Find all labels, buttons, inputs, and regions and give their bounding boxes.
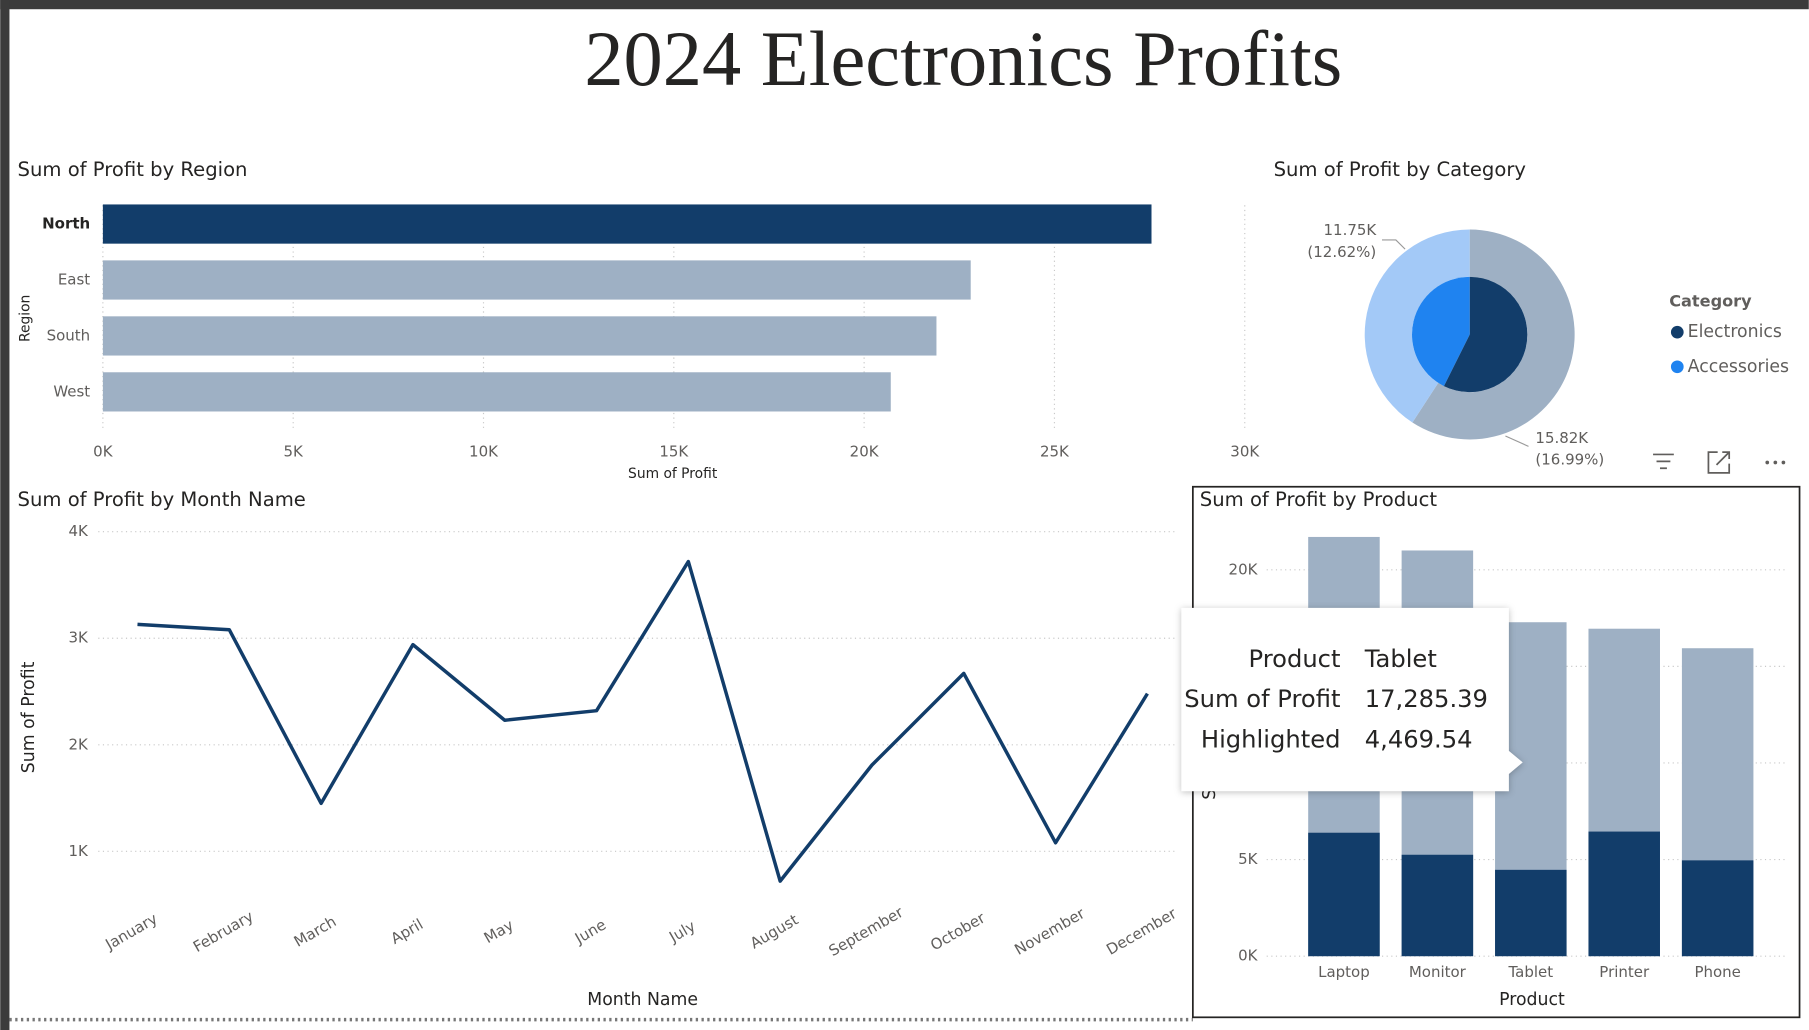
tooltip-value: 4,469.54 bbox=[1365, 725, 1473, 753]
chart-title: Sum of Profit by Month Name bbox=[18, 488, 306, 511]
legend-label: Accessories bbox=[1688, 357, 1789, 377]
y-axis-title: Sum of Profit bbox=[19, 661, 39, 773]
x-tick-label: Phone bbox=[1694, 963, 1740, 981]
chart-title: Sum of Profit by Category bbox=[1274, 158, 1527, 181]
legend-marker bbox=[1670, 325, 1684, 339]
visual-header[interactable] bbox=[1653, 451, 1786, 474]
x-tick-label: Monitor bbox=[1409, 963, 1467, 981]
left-border bbox=[0, 0, 10, 1030]
filter-icon[interactable] bbox=[1653, 453, 1674, 470]
y-tick-label: 2K bbox=[69, 735, 90, 753]
y-tick-label: 0K bbox=[1238, 947, 1259, 965]
tooltip-label: Highlighted bbox=[1201, 725, 1341, 753]
tooltip-label: Sum of Profit bbox=[1184, 685, 1340, 713]
x-tick-label: Laptop bbox=[1318, 963, 1370, 981]
bar bbox=[102, 260, 971, 300]
x-tick-label: Printer bbox=[1599, 963, 1650, 981]
y-tick-label: 20K bbox=[1229, 560, 1259, 578]
focus-icon[interactable] bbox=[1707, 451, 1731, 474]
x-tick-label: 10K bbox=[469, 443, 499, 461]
y-tick-label: East bbox=[58, 270, 90, 288]
x-tick-label: 5K bbox=[284, 443, 305, 461]
tooltip-box bbox=[1181, 607, 1523, 792]
highlight-segment bbox=[1443, 276, 1528, 393]
data-label: (16.99%) bbox=[1535, 451, 1604, 469]
y-tick-label: West bbox=[53, 382, 90, 400]
y-axis-title: Region bbox=[18, 295, 34, 342]
highlight-bar bbox=[1308, 832, 1380, 957]
x-axis-title: Sum of Profit bbox=[628, 466, 718, 482]
chart-title: Sum of Profit by Product bbox=[1200, 488, 1438, 511]
donut-segment bbox=[1364, 229, 1470, 423]
highlight-segment bbox=[1412, 276, 1470, 387]
x-axis-title: Month Name bbox=[587, 990, 698, 1010]
legend-title: Category bbox=[1669, 292, 1752, 311]
chart-title: Sum of Profit by Region bbox=[18, 158, 248, 181]
x-tick-label: 25K bbox=[1040, 443, 1070, 461]
dashboard-title: 2024 Electronics Profits bbox=[584, 15, 1342, 102]
x-tick-label: 30K bbox=[1230, 443, 1260, 461]
leader-line bbox=[1382, 239, 1406, 250]
legend-label: Electronics bbox=[1688, 322, 1782, 342]
x-axis-title: Product bbox=[1499, 990, 1565, 1010]
x-tick-label: Tablet bbox=[1507, 963, 1553, 981]
donut-segment bbox=[1412, 229, 1575, 440]
line bbox=[137, 559, 1149, 883]
highlight-bar bbox=[1401, 854, 1474, 957]
x-tick-label: 0K bbox=[93, 443, 114, 461]
bar bbox=[102, 204, 1152, 244]
tooltip-value: 17,285.39 bbox=[1365, 685, 1488, 713]
tooltip-label: Product bbox=[1249, 645, 1341, 673]
data-label: 15.82K bbox=[1535, 429, 1589, 447]
x-tick-label: 15K bbox=[659, 443, 689, 461]
bar bbox=[102, 372, 891, 412]
y-tick-label: North bbox=[42, 215, 90, 233]
data-label: (12.62%) bbox=[1307, 243, 1376, 261]
y-tick-label: 5K bbox=[1238, 850, 1259, 868]
y-tick-label: 1K bbox=[69, 842, 90, 860]
bar bbox=[102, 316, 937, 356]
tooltip: Product Tablet Sum of Profit 17,285.39 Highl… bbox=[1181, 607, 1523, 792]
y-tick-label: 4K bbox=[69, 522, 90, 540]
highlight-bar bbox=[1495, 869, 1567, 957]
leader-line bbox=[1505, 435, 1529, 447]
more-icon[interactable] bbox=[1765, 460, 1786, 465]
top-border bbox=[0, 0, 1809, 10]
y-tick-label: 3K bbox=[69, 629, 90, 647]
highlight-bar bbox=[1681, 860, 1754, 957]
x-tick-label: 20K bbox=[850, 443, 880, 461]
data-label: 11.75K bbox=[1324, 221, 1378, 239]
tooltip-value: Tablet bbox=[1364, 645, 1437, 673]
highlight-bar bbox=[1588, 831, 1660, 957]
legend-marker bbox=[1670, 360, 1684, 374]
y-tick-label: South bbox=[47, 326, 91, 344]
